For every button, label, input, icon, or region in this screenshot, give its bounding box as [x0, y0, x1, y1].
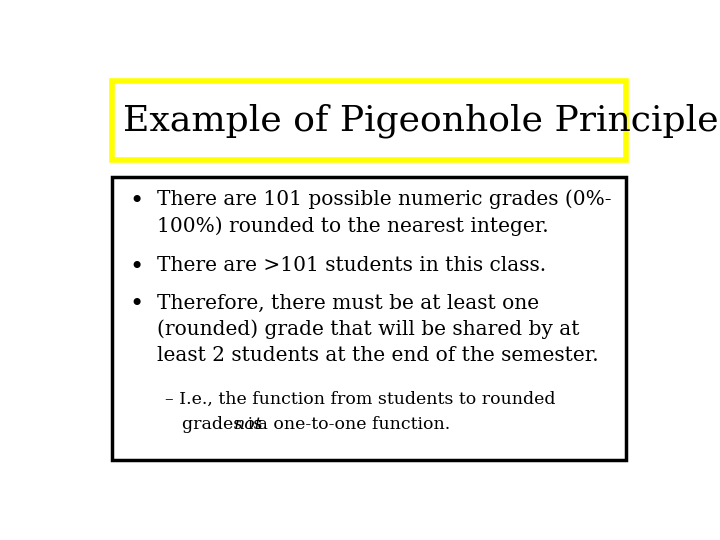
FancyBboxPatch shape [112, 177, 626, 460]
Text: There are >101 students in this class.: There are >101 students in this class. [157, 256, 546, 275]
Text: There are 101 possible numeric grades (0%-
100%) rounded to the nearest integer.: There are 101 possible numeric grades (0… [157, 190, 611, 236]
Text: •: • [129, 294, 143, 316]
Text: a one-to-one function.: a one-to-one function. [253, 416, 451, 433]
Text: – I.e., the function from students to rounded: – I.e., the function from students to ro… [166, 391, 556, 408]
Text: •: • [129, 190, 143, 213]
Text: not: not [234, 416, 263, 433]
Text: •: • [129, 256, 143, 279]
FancyBboxPatch shape [112, 82, 626, 160]
Text: grades is: grades is [182, 416, 268, 433]
Text: Therefore, there must be at least one
(rounded) grade that will be shared by at
: Therefore, there must be at least one (r… [157, 294, 598, 365]
Text: Example of Pigeonhole Principle: Example of Pigeonhole Principle [124, 104, 719, 138]
